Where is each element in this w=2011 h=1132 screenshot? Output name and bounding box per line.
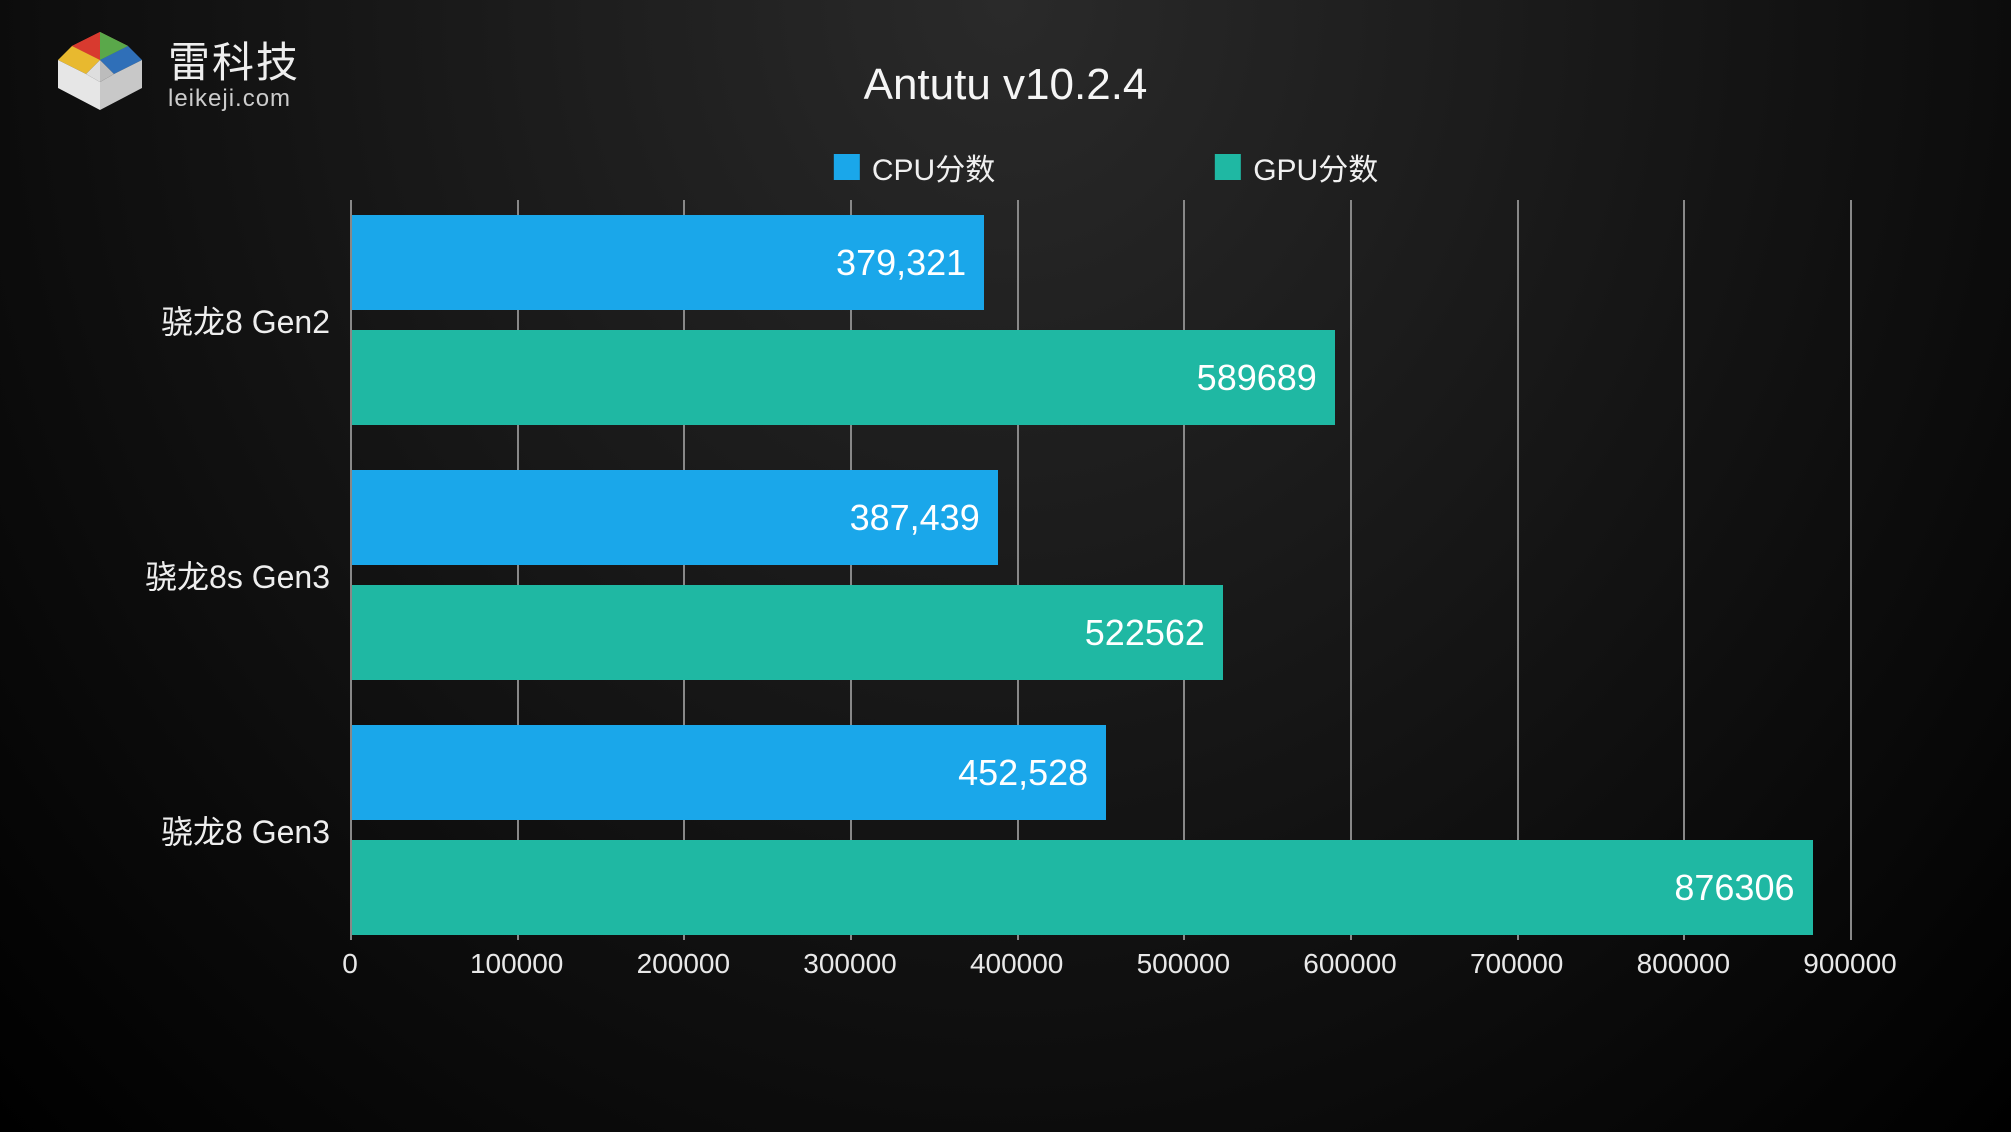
bar-value-label: 387,439 xyxy=(850,497,980,539)
x-tick-label: 900000 xyxy=(1803,948,1896,980)
legend-swatch-icon xyxy=(1215,154,1241,180)
category-label: 骁龙8 Gen2 xyxy=(50,297,330,343)
bar-chart: 379,321589689骁龙8 Gen2387,439522562骁龙8s G… xyxy=(350,200,1850,990)
logo-subtitle: leikeji.com xyxy=(168,86,300,112)
bar-value-label: 589689 xyxy=(1197,357,1317,399)
bar-value-label: 876306 xyxy=(1674,867,1794,909)
grid-line xyxy=(1517,200,1519,940)
chart-title: Antutu v10.2.4 xyxy=(864,60,1148,110)
x-tick-label: 500000 xyxy=(1137,948,1230,980)
category-label: 骁龙8s Gen3 xyxy=(50,552,330,598)
grid-line xyxy=(683,200,685,940)
bar: 452,528 xyxy=(352,725,1106,820)
logo-title: 雷科技 xyxy=(168,40,300,86)
grid-line xyxy=(1017,200,1019,940)
logo-text: 雷科技 leikeji.com xyxy=(168,40,300,113)
bar-value-label: 452,528 xyxy=(958,752,1088,794)
bar: 589689 xyxy=(352,330,1335,425)
bar: 876306 xyxy=(352,840,1813,935)
legend-swatch-icon xyxy=(834,154,860,180)
grid-line xyxy=(1683,200,1685,940)
x-tick-label: 200000 xyxy=(637,948,730,980)
x-tick-label: 600000 xyxy=(1303,948,1396,980)
x-tick-label: 0 xyxy=(342,948,358,980)
grid-line xyxy=(1850,200,1852,940)
chart-legend: CPU分数 GPU分数 xyxy=(834,145,1378,189)
grid-line xyxy=(1183,200,1185,940)
grid-line xyxy=(350,200,352,940)
legend-item-gpu: GPU分数 xyxy=(1215,145,1378,189)
legend-item-cpu: CPU分数 xyxy=(834,145,995,189)
category-label: 骁龙8 Gen3 xyxy=(50,807,330,853)
plot-area: 379,321589689骁龙8 Gen2387,439522562骁龙8s G… xyxy=(350,200,1850,940)
x-tick-label: 300000 xyxy=(803,948,896,980)
bar: 379,321 xyxy=(352,215,984,310)
brand-logo: 雷科技 leikeji.com xyxy=(50,30,300,122)
grid-line xyxy=(517,200,519,940)
x-tick-label: 100000 xyxy=(470,948,563,980)
bar-value-label: 379,321 xyxy=(836,242,966,284)
x-tick-label: 700000 xyxy=(1470,948,1563,980)
x-tick-label: 400000 xyxy=(970,948,1063,980)
bar: 387,439 xyxy=(352,470,998,565)
x-tick-label: 800000 xyxy=(1637,948,1730,980)
bar-value-label: 522562 xyxy=(1085,612,1205,654)
grid-line xyxy=(1350,200,1352,940)
legend-label: GPU分数 xyxy=(1253,145,1378,189)
legend-label: CPU分数 xyxy=(872,145,995,189)
bar: 522562 xyxy=(352,585,1223,680)
logo-cube-icon xyxy=(50,30,150,122)
grid-line xyxy=(850,200,852,940)
